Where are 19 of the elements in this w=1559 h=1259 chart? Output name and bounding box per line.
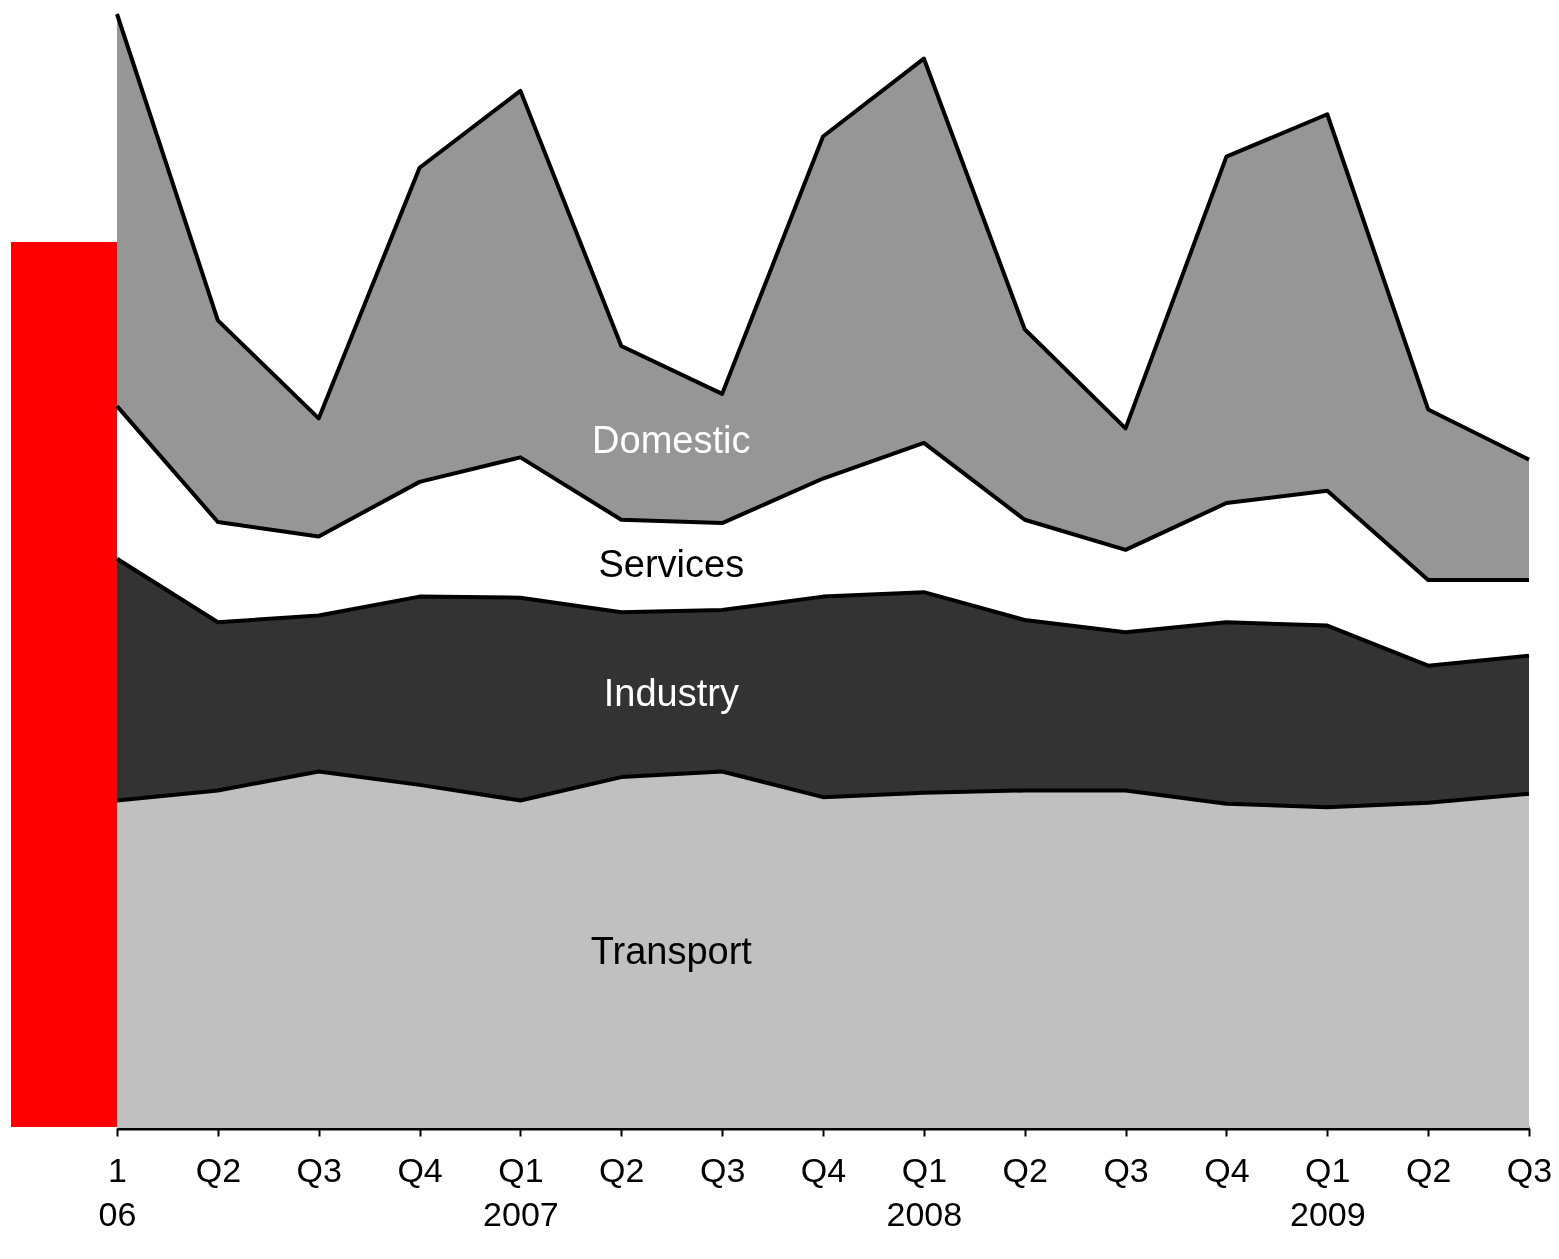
x-tick-label: Q1 2007	[483, 1150, 559, 1233]
x-tick-label: Q1 2009	[1289, 1150, 1366, 1233]
x-tick-label: Q2	[1002, 1150, 1048, 1189]
x-tick-label: Q1 2008	[886, 1150, 963, 1233]
series-label: Domestic	[592, 418, 751, 461]
x-tick-label: Q3	[1506, 1150, 1553, 1189]
x-tick-label: Q3	[1103, 1150, 1149, 1189]
series-label: Transport	[590, 929, 753, 972]
x-tick-label: Q4	[397, 1150, 443, 1189]
x-tick-label: Q2	[195, 1150, 242, 1189]
series-label: Industry	[603, 671, 739, 714]
x-tick-label: Q2	[599, 1150, 645, 1189]
x-tick-label: Q3	[699, 1150, 746, 1189]
x-tick-label: Q2	[1405, 1150, 1452, 1189]
x-tick-label: Q3	[296, 1150, 342, 1189]
series-label: Services	[598, 542, 745, 585]
x-tick-label: Q4	[800, 1150, 847, 1189]
x-tick-label: 1 06	[98, 1150, 137, 1233]
x-tick-label: Q4	[1204, 1150, 1250, 1189]
